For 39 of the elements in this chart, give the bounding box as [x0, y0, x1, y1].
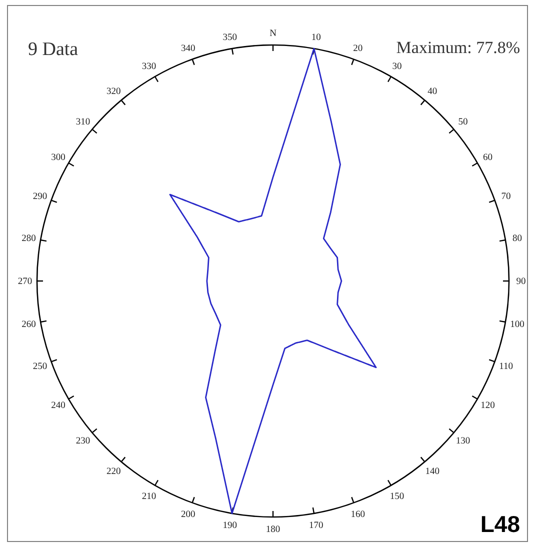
spoke-label: 30: [392, 62, 402, 72]
spoke-label: 60: [483, 153, 493, 163]
spoke-label: 190: [222, 521, 238, 532]
spoke-label: 210: [142, 492, 156, 502]
spoke-label: 170: [308, 521, 324, 532]
spoke-label: 40: [428, 87, 438, 98]
spoke-label: 270: [18, 277, 32, 287]
spoke-label: 260: [22, 320, 36, 330]
text: L48: [480, 511, 520, 537]
spoke-label: 220: [106, 466, 121, 477]
spoke-label: 320: [106, 87, 121, 98]
spoke-label: 140: [425, 466, 440, 477]
spoke-label: 130: [456, 436, 470, 446]
spoke-label: 240: [51, 401, 66, 411]
spoke-label: 290: [32, 192, 48, 202]
spoke-label: 250: [32, 362, 48, 372]
spoke-label: 230: [76, 436, 90, 446]
text: Maximum: 77.8%: [396, 38, 520, 57]
spoke-label: 200: [181, 510, 196, 520]
spoke-label: 10: [311, 32, 322, 43]
text: 9 Data: [28, 39, 79, 60]
spoke-label: 350: [222, 32, 238, 43]
spoke-label: 280: [22, 234, 36, 244]
spoke-label: 50: [458, 118, 468, 128]
spoke-label: 300: [51, 153, 66, 163]
spoke-label: 90: [516, 277, 526, 287]
spoke-label: 310: [76, 118, 90, 128]
spoke-label: 100: [510, 320, 525, 330]
spoke-label: 340: [181, 44, 196, 54]
spoke-label: 80: [512, 234, 522, 244]
spoke-label: 330: [142, 62, 156, 72]
spoke-label: N: [270, 29, 277, 39]
spoke-label: 160: [350, 510, 366, 520]
spoke-label: 180: [266, 525, 280, 535]
spoke-label: 110: [499, 362, 514, 372]
spoke-label: 70: [501, 192, 512, 202]
spoke-label: 120: [480, 401, 496, 411]
spoke-label: 20: [353, 44, 363, 54]
spoke-label: 150: [390, 492, 404, 502]
